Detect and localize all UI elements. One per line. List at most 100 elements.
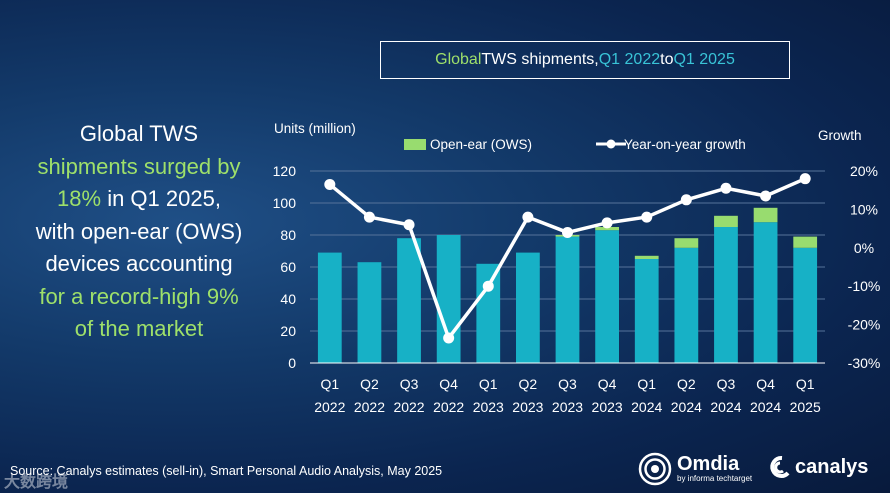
x-tick-quarter: Q2 bbox=[677, 376, 696, 392]
title-start: Q1 2022 bbox=[598, 51, 661, 68]
yoy-point bbox=[601, 217, 613, 229]
omdia-subtext: by informa techtarget bbox=[677, 474, 753, 483]
canalys-wordmark: canalys bbox=[795, 455, 869, 478]
headline-line3: in Q1 2025, bbox=[101, 186, 221, 211]
x-tick-quarter: Q4 bbox=[439, 376, 458, 392]
legend-yoy-label: Year-on-year growth bbox=[624, 137, 746, 152]
omdia-wordmark: Omdia bbox=[677, 453, 740, 475]
bar-tws bbox=[317, 252, 342, 363]
y2-tick-label: -20% bbox=[848, 317, 881, 333]
source-note: Source: Canalys estimates (sell-in), Sma… bbox=[10, 464, 443, 478]
bar-ows bbox=[714, 215, 738, 227]
bar-ows bbox=[595, 227, 619, 231]
headline-line1: Global TWS bbox=[79, 121, 199, 146]
bar-tws bbox=[793, 247, 818, 363]
x-tick-year: 2023 bbox=[512, 399, 543, 415]
bar-tws bbox=[397, 238, 421, 363]
headline-line4: with open-ear (OWS) bbox=[35, 218, 243, 244]
x-tick-year: 2022 bbox=[314, 399, 345, 415]
x-tick-year: 2022 bbox=[433, 399, 464, 415]
x-tick-quarter: Q1 bbox=[637, 376, 656, 392]
bar-tws bbox=[714, 227, 738, 363]
legend-yoy-marker bbox=[606, 139, 616, 149]
x-tick-quarter: Q2 bbox=[519, 376, 538, 392]
bar-tws bbox=[436, 235, 461, 363]
x-tick-quarter: Q3 bbox=[400, 376, 419, 392]
title-to: to bbox=[660, 51, 674, 68]
bar-tws bbox=[555, 236, 580, 363]
headline-line7: of the market bbox=[74, 316, 204, 341]
x-tick-year: 2022 bbox=[393, 399, 424, 415]
yoy-point bbox=[522, 211, 534, 223]
headline-line6: for a record-high 9% bbox=[39, 283, 239, 309]
y2-tick-label: 20% bbox=[850, 163, 878, 179]
x-tick-quarter: Q4 bbox=[756, 376, 775, 392]
x-tick-year: 2024 bbox=[750, 399, 781, 415]
y-tick-label: 100 bbox=[273, 195, 297, 211]
x-tick-quarter: Q3 bbox=[558, 376, 577, 392]
watermark: 大数跨境 bbox=[4, 474, 69, 491]
yoy-point bbox=[482, 280, 494, 292]
x-tick-year: 2024 bbox=[671, 399, 702, 415]
bar-tws bbox=[476, 263, 501, 363]
yoy-point bbox=[799, 173, 811, 185]
bar-tws bbox=[357, 262, 382, 363]
headline: Global TWS shipments surged by 18% in Q1… bbox=[14, 118, 264, 346]
yoy-point bbox=[760, 190, 772, 202]
y2-tick-label: -30% bbox=[848, 355, 881, 371]
omdia-logo: Omdia by informa techtarget bbox=[638, 452, 752, 486]
bar-tws bbox=[595, 230, 619, 363]
bar-ows bbox=[634, 255, 659, 259]
title-end: Q1 2025 bbox=[673, 51, 735, 68]
x-tick-year: 2023 bbox=[592, 399, 623, 415]
x-tick-quarter: Q1 bbox=[479, 376, 498, 392]
legend-ows-label: Open-ear (OWS) bbox=[430, 137, 532, 152]
legend-ows-swatch bbox=[404, 139, 426, 150]
x-tick-year: 2025 bbox=[790, 399, 821, 415]
bar-ows bbox=[674, 238, 699, 248]
y-tick-label: 0 bbox=[288, 355, 296, 371]
x-tick-year: 2023 bbox=[552, 399, 583, 415]
left-axis-label: Units (million) bbox=[274, 121, 356, 136]
yoy-point bbox=[641, 211, 653, 223]
chart-title: Global TWS shipments, Q1 2022 to Q1 2025 bbox=[380, 41, 790, 79]
bar-ows bbox=[793, 236, 818, 248]
y-tick-label: 20 bbox=[280, 323, 296, 339]
canalys-logo-icon bbox=[770, 456, 790, 478]
x-tick-year: 2022 bbox=[354, 399, 385, 415]
y-tick-label: 80 bbox=[280, 227, 296, 243]
x-tick-quarter: Q4 bbox=[598, 376, 617, 392]
y2-tick-label: 10% bbox=[850, 201, 878, 217]
bar-tws bbox=[674, 247, 699, 363]
yoy-point bbox=[324, 178, 336, 190]
bar-tws bbox=[634, 259, 659, 363]
bar-ows bbox=[753, 207, 778, 223]
yoy-point bbox=[443, 332, 455, 344]
x-tick-year: 2023 bbox=[473, 399, 504, 415]
bar-tws bbox=[753, 222, 778, 363]
y-tick-label: 40 bbox=[280, 291, 296, 307]
y-tick-label: 120 bbox=[273, 163, 297, 179]
x-tick-year: 2024 bbox=[631, 399, 662, 415]
headline-line5: devices accounting bbox=[45, 251, 233, 276]
x-tick-year: 2024 bbox=[710, 399, 741, 415]
y-tick-label: 60 bbox=[280, 259, 296, 275]
x-tick-quarter: Q2 bbox=[360, 376, 379, 392]
yoy-point bbox=[562, 226, 573, 238]
x-tick-quarter: Q1 bbox=[796, 376, 815, 392]
title-global: Global bbox=[435, 51, 482, 68]
yoy-point bbox=[720, 182, 732, 194]
y2-tick-label: 0% bbox=[854, 240, 874, 256]
right-axis-label: Growth bbox=[818, 128, 862, 143]
yoy-point bbox=[403, 219, 415, 231]
x-tick-quarter: Q3 bbox=[717, 376, 736, 392]
y2-tick-label: -10% bbox=[848, 278, 881, 294]
headline-line2: shipments surged by bbox=[37, 153, 241, 179]
headline-pct: 18% bbox=[57, 186, 102, 211]
bar-tws bbox=[516, 252, 540, 363]
omdia-logo-icon bbox=[638, 452, 672, 486]
yoy-point bbox=[680, 194, 692, 206]
canalys-logo: canalys bbox=[768, 455, 868, 479]
x-tick-quarter: Q1 bbox=[320, 376, 339, 392]
